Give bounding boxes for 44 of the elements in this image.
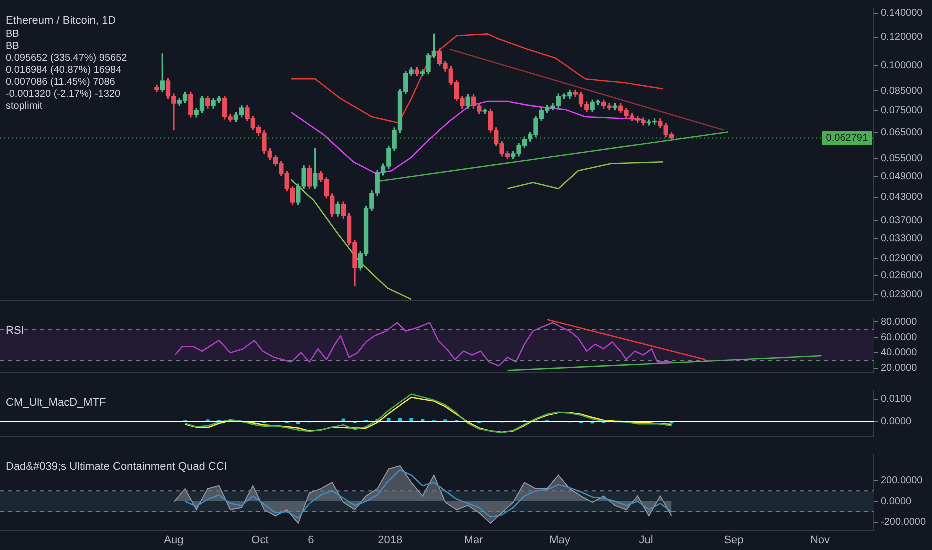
y-tick-label: 0.0000 [881, 416, 912, 428]
annotation: BB [6, 40, 20, 52]
x-tick-label: Nov [810, 534, 831, 546]
ref-line-label: 0.062791 [826, 133, 868, 144]
y-tick-label: 0.140000 [881, 8, 924, 20]
text: CM_Ult_MacD_MTF [6, 397, 107, 410]
y-tick-label: 60.0000 [881, 332, 918, 344]
y-tick-label: 0.033000 [881, 233, 924, 244]
annotation: stoplimit [6, 100, 43, 112]
text: RSI [6, 325, 24, 338]
x-tick-label: Jul [639, 534, 654, 546]
y-tick-label: 0.023000 [881, 290, 924, 301]
y-tick-label: 80.0000 [881, 316, 918, 328]
x-tick-label: May [550, 534, 571, 546]
annotation: BB [6, 28, 20, 40]
y-tick-label: 0.120000 [881, 32, 924, 44]
y-tick-label: 0.085000 [881, 86, 924, 97]
annotation: 0.016984 (40.87%) 16984 [6, 64, 122, 76]
annotation: -0.001320 (-2.17%) -1320 [6, 88, 121, 100]
y-tick-label: 0.0000 [881, 496, 912, 508]
y-tick-label: -200.0000 [881, 517, 926, 528]
x-tick-label: Oct [252, 534, 269, 546]
y-tick-label: 20.0000 [881, 363, 918, 374]
x-tick-label: 2018 [378, 534, 403, 546]
x-tick-label: 6 [308, 534, 314, 546]
x-tick-label: Sep [724, 534, 744, 546]
annotation: 0.095652 (335.47%) 95652 [6, 52, 128, 64]
annotation: 0.007086 (11.45%) 7086 [6, 76, 116, 88]
y-tick-label: 0.029000 [881, 253, 924, 264]
y-tick-label: 0.075000 [881, 105, 924, 116]
y-tick-label: 40.0000 [881, 348, 918, 359]
text: Dad&#039;s Ultimate Containment Quad CCI [6, 461, 228, 474]
text: Ethereum / Bitcoin, 1D [6, 15, 116, 28]
y-tick-label: 200.0000 [881, 475, 924, 486]
y-tick-label: 0.065000 [881, 128, 924, 139]
x-tick-label: Mar [464, 534, 484, 546]
y-tick-label: 0.043000 [881, 192, 924, 204]
y-tick-label: 0.026000 [881, 270, 924, 282]
x-tick-label: Aug [164, 534, 184, 546]
y-tick-label: 0.049000 [881, 172, 924, 183]
y-tick-label: 0.100000 [881, 60, 924, 72]
y-tick-label: 0.037000 [881, 215, 924, 226]
y-tick-label: 0.0100 [881, 394, 912, 406]
y-tick-label: 0.055000 [881, 154, 924, 165]
